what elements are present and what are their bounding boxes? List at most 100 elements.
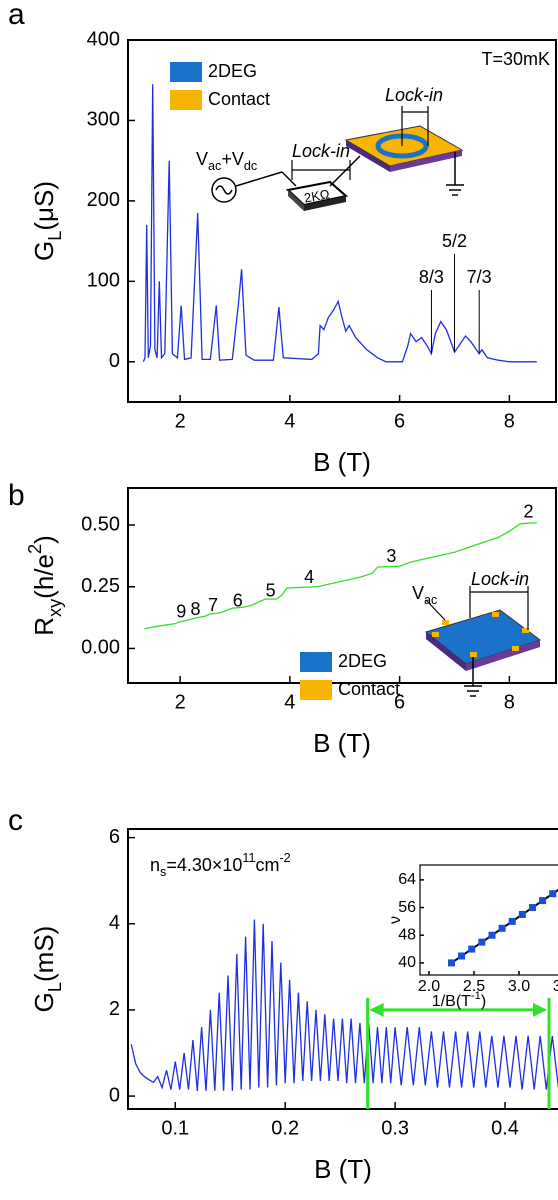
y-axis-title-part: (μS): [29, 181, 59, 231]
annotation: 7/3: [467, 267, 492, 287]
y-axis-title: GL(μS): [29, 181, 65, 261]
annotation: 7: [208, 595, 218, 615]
x-tick-label: 0.2: [271, 1117, 299, 1139]
data-line: [144, 521, 537, 630]
y-tick-label: 56: [398, 899, 416, 916]
x-axis-title: B (T): [313, 447, 371, 477]
annotation-part: n: [150, 855, 160, 875]
y-tick-label: 6: [109, 826, 120, 848]
x-axis-title: B (T): [314, 1154, 372, 1184]
y-tick-label: 400: [87, 28, 120, 50]
annotation: 4: [304, 567, 314, 587]
x-axis-title-part: ): [481, 993, 486, 1010]
temperature-label: T=30mK: [481, 49, 550, 69]
schematic-label-part: +V: [221, 149, 244, 169]
schematic-label-part: V: [196, 149, 208, 169]
y-axis-title: Rxy(h/e2): [25, 535, 65, 636]
annotation: 5/2: [442, 231, 467, 251]
plot-frame: [127, 487, 557, 684]
x-tick-label: 3.5: [553, 978, 558, 995]
annotation: 9: [176, 601, 186, 621]
y-tick-label: 300: [87, 109, 120, 131]
x-tick-label: 6: [394, 410, 405, 432]
y-axis-title: GL(mS): [29, 926, 65, 1013]
x-tick-label: 8: [504, 691, 515, 713]
y-axis-title-part: 2: [25, 544, 45, 554]
annotation: 8: [190, 599, 200, 619]
annotation: 5: [266, 580, 276, 600]
y-tick-label: 40: [398, 954, 416, 971]
schematic-label-part: dc: [244, 159, 257, 173]
schematic-a: [211, 106, 464, 211]
annotation: 6: [233, 590, 243, 610]
legend-swatch: [170, 62, 202, 82]
scatter-point: [488, 931, 496, 939]
annotation: ns=4.30×1011cm-2: [150, 851, 291, 879]
scatter-point: [498, 924, 506, 932]
legend-label: 2DEG: [208, 61, 257, 81]
x-tick-label: 2.0: [418, 978, 440, 995]
y-tick-label: 48: [398, 926, 416, 943]
x-tick-label: 2: [175, 410, 186, 432]
legend-label: Contact: [338, 679, 400, 699]
x-tick-label: 4: [284, 691, 295, 713]
y-tick-label: 100: [87, 270, 120, 292]
plot-frame: [419, 864, 558, 976]
annotation: 2: [524, 501, 534, 521]
x-tick-label: 3.0: [508, 978, 530, 995]
y-tick-label: 0.00: [81, 637, 120, 659]
scatter-point: [458, 952, 466, 960]
annotation: 3: [386, 546, 396, 566]
y-axis-title-part: ): [29, 535, 59, 544]
x-tick-label: 8: [504, 410, 515, 432]
scatter-point: [539, 897, 547, 905]
y-tick-label: 2: [109, 998, 120, 1020]
y-axis-title-part: (h/e: [29, 554, 59, 599]
scatter-point: [508, 917, 516, 925]
y-axis-title-part: R: [29, 617, 59, 636]
y-axis-title-part: L: [45, 231, 65, 241]
schematic-label-part: V: [412, 583, 424, 603]
x-tick-label: 0.4: [491, 1117, 519, 1139]
legend-label: Contact: [208, 89, 270, 109]
legend-swatch: [170, 90, 202, 110]
schematic-label: Vac: [412, 583, 437, 608]
schematic-label: 2KΩ: [303, 186, 331, 205]
schematic-label-part: ac: [208, 159, 221, 173]
x-tick-label: 2.5: [463, 978, 485, 995]
legend-swatch: [300, 652, 332, 672]
x-tick-label: 0.1: [161, 1117, 189, 1139]
x-axis-title-part: -1: [471, 990, 481, 1002]
data-line: [130, 919, 558, 1091]
schematic-b: [424, 586, 542, 697]
y-axis-title-part: (mS): [29, 926, 59, 982]
schematic-label: Lock-in: [385, 85, 443, 105]
x-axis-title-part: 1/B(T: [432, 993, 471, 1010]
y-axis-title-part: G: [29, 992, 59, 1012]
y-tick-label: 200: [87, 189, 120, 211]
data-line: [142, 84, 537, 363]
x-tick-label: 0.3: [381, 1117, 409, 1139]
plot-frame: [127, 828, 558, 1110]
scatter-point: [518, 910, 526, 918]
scatter-point: [478, 938, 486, 946]
y-axis-title-part: G: [29, 241, 59, 261]
scatter-point: [549, 890, 557, 898]
legend-swatch: [300, 680, 332, 700]
scatter-point: [448, 959, 455, 967]
panel-letter: a: [8, 0, 25, 31]
x-tick-label: 4: [284, 410, 295, 432]
y-axis-title-part: xy: [45, 598, 65, 617]
x-axis-title: 1/B(T-1): [432, 990, 486, 1010]
schematic-label-part: ac: [424, 593, 437, 607]
legend-label: 2DEG: [338, 651, 387, 671]
schematic-label: Vac+Vdc: [196, 149, 257, 174]
y-tick-label: 0.50: [81, 513, 120, 535]
panel-letter: c: [8, 804, 23, 837]
annotation-part: 11: [242, 851, 255, 865]
y-axis-title-part: L: [45, 982, 65, 992]
scatter-point: [468, 945, 476, 953]
annotation-part: -2: [279, 851, 290, 865]
x-tick-label: 2: [175, 691, 186, 713]
